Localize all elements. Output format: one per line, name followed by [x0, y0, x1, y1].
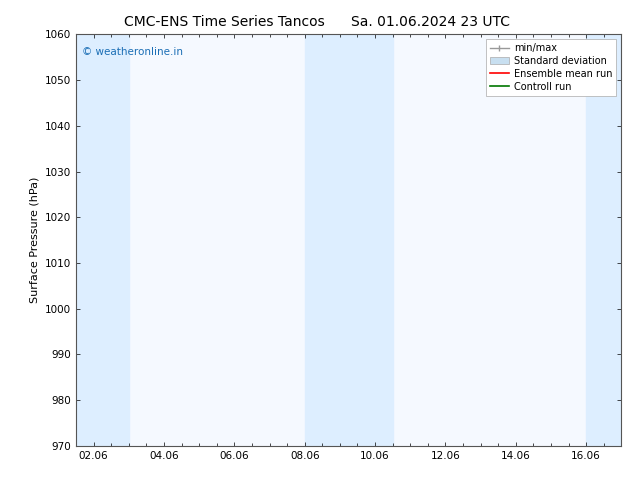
Text: CMC-ENS Time Series Tancos      Sa. 01.06.2024 23 UTC: CMC-ENS Time Series Tancos Sa. 01.06.202…: [124, 15, 510, 29]
Legend: min/max, Standard deviation, Ensemble mean run, Controll run: min/max, Standard deviation, Ensemble me…: [486, 39, 616, 96]
Bar: [305, 34, 392, 446]
Bar: [586, 34, 621, 446]
Text: © weatheronline.in: © weatheronline.in: [82, 47, 183, 57]
Bar: [76, 34, 129, 446]
Y-axis label: Surface Pressure (hPa): Surface Pressure (hPa): [29, 177, 39, 303]
